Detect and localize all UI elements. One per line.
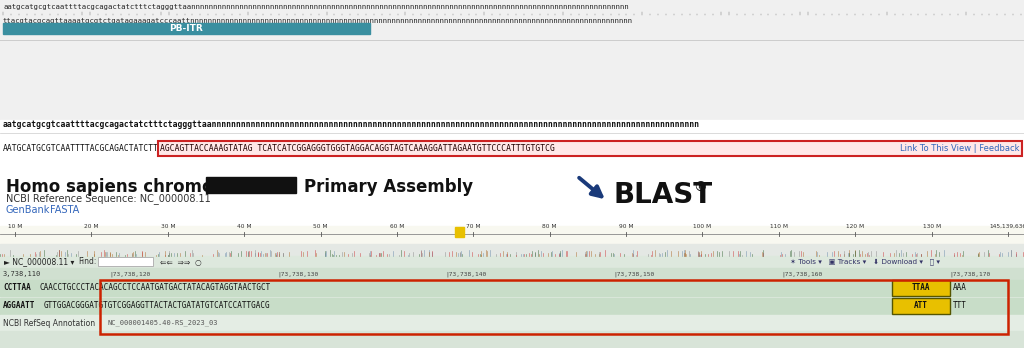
Text: ®: ®: [693, 181, 707, 195]
Text: NC_000001405.40-RS_2023_03: NC_000001405.40-RS_2023_03: [108, 320, 218, 326]
Text: AGGAATT: AGGAATT: [3, 301, 36, 310]
Text: Link To This View | Feedback: Link To This View | Feedback: [900, 144, 1020, 153]
Text: ATT: ATT: [914, 301, 928, 310]
Text: 10 M: 10 M: [8, 224, 23, 229]
Bar: [0, 280, 1024, 296]
Text: AGCAGTTACCAAAGTATAG TCATCATCGGAGGGTGGGTAGGACAGGTAGTCAAAGGATTAGAATGTTCCCATTTGTGTC: AGCAGTTACCAAAGTATAG TCATCATCGGAGGGTGGGTA…: [160, 144, 555, 153]
Text: Primary Assembly: Primary Assembly: [304, 178, 473, 196]
Bar: [98, 257, 153, 266]
Text: TTAA: TTAA: [911, 284, 930, 293]
Bar: [158, 141, 1022, 156]
Text: |73,738,140: |73,738,140: [445, 271, 486, 277]
Text: 60 M: 60 M: [390, 224, 404, 229]
Bar: [0, 226, 1024, 244]
Text: GenBank: GenBank: [6, 205, 50, 215]
Bar: [0, 120, 1024, 173]
Text: PB-ITR: PB-ITR: [170, 24, 204, 33]
Text: ► NC_000008.11 ▾: ► NC_000008.11 ▾: [4, 258, 75, 267]
Text: 70 M: 70 M: [466, 224, 480, 229]
Text: |73,738,170: |73,738,170: [949, 271, 990, 277]
Text: AATGCATGCGTCAATTTTACGCAGACTATCTTTCTAGGGTTAA: AATGCATGCGTCAATTTTACGCAGACTATCTTTCTAGGGT…: [3, 144, 213, 153]
Text: NCBI RefSeq Annotation: NCBI RefSeq Annotation: [3, 318, 95, 327]
Bar: [0, 331, 1024, 348]
Bar: [0, 268, 1024, 280]
Text: 40 M: 40 M: [237, 224, 252, 229]
Text: 120 M: 120 M: [846, 224, 864, 229]
Bar: [0, 244, 1024, 256]
Bar: [206, 177, 296, 193]
Text: TTT: TTT: [953, 301, 967, 310]
Text: 100 M: 100 M: [693, 224, 712, 229]
Text: |73,738,130: |73,738,130: [278, 271, 318, 277]
Bar: [0, 315, 1024, 331]
Text: 20 M: 20 M: [84, 224, 98, 229]
Text: BLAST: BLAST: [613, 181, 712, 209]
Text: 3,738,110: 3,738,110: [3, 271, 41, 277]
Text: |73,738,120: |73,738,120: [110, 271, 151, 277]
Text: 145,139,636: 145,139,636: [989, 224, 1024, 229]
Bar: [0, 298, 1024, 314]
Text: GTTGGACGGGATGTGTCGGAGGTTACTACTGATATGTCATCCATTGACG: GTTGGACGGGATGTGTCGGAGGTTACTACTGATATGTCAT…: [44, 301, 270, 310]
Text: 80 M: 80 M: [543, 224, 557, 229]
Bar: [0, 256, 1024, 268]
Text: ✶ Tools ▾   ▣ Tracks ▾   ⬇ Download ▾   ❓ ▾: ✶ Tools ▾ ▣ Tracks ▾ ⬇ Download ▾ ❓ ▾: [790, 259, 940, 266]
Text: |73,738,150: |73,738,150: [613, 271, 654, 277]
Bar: [455, 227, 464, 237]
Text: 90 M: 90 M: [618, 224, 633, 229]
Bar: [892, 280, 950, 296]
Bar: [0, 0, 1024, 120]
Text: 130 M: 130 M: [923, 224, 941, 229]
Text: FASTA: FASTA: [50, 205, 79, 215]
Text: 50 M: 50 M: [313, 224, 328, 229]
Text: ttacgtacgcagttaaaatgcgtctgatagaaagatcccaattnnnnnnnnnnnnnnnnnnnnnnnnnnnnnnnnnnnnn: ttacgtacgcagttaaaatgcgtctgatagaaagatccca…: [3, 18, 633, 24]
Bar: [0, 268, 1024, 348]
Text: Homo sapiens chromosome: Homo sapiens chromosome: [6, 178, 263, 196]
Text: NCBI Reference Sequence: NC_000008.11: NCBI Reference Sequence: NC_000008.11: [6, 193, 211, 204]
Text: CAACCTGCCCTACACAGCCTCCAATGATGACTATACAGTAGGTAACTGCT: CAACCTGCCCTACACAGCCTCCAATGATGACTATACAGTA…: [40, 284, 271, 293]
Bar: [0, 173, 1024, 228]
Text: Find:: Find:: [78, 258, 96, 267]
Text: AAA: AAA: [953, 284, 967, 293]
Bar: [3, 23, 370, 34]
Text: |73,738,160: |73,738,160: [781, 271, 822, 277]
Text: 30 M: 30 M: [161, 224, 175, 229]
Bar: [892, 298, 950, 314]
Text: CCTTAA: CCTTAA: [3, 284, 31, 293]
Text: 110 M: 110 M: [770, 224, 787, 229]
Bar: [100, 280, 1008, 334]
Text: aatgcatgcgtcaattttacgcagactatctttctagggttaannnnnnnnnnnnnnnnnnnnnnnnnnnnnnnnnnnnn: aatgcatgcgtcaattttacgcagactatctttctagggt…: [3, 4, 629, 10]
Text: ⇐⇐  ⇒⇒  ○: ⇐⇐ ⇒⇒ ○: [160, 258, 202, 267]
Text: aatgcatgcgtcaattttacgcagactatctttctagggttaannnnnnnnnnnnnnnnnnnnnnnnnnnnnnnnnnnnn: aatgcatgcgtcaattttacgcagactatctttctagggt…: [3, 120, 700, 129]
